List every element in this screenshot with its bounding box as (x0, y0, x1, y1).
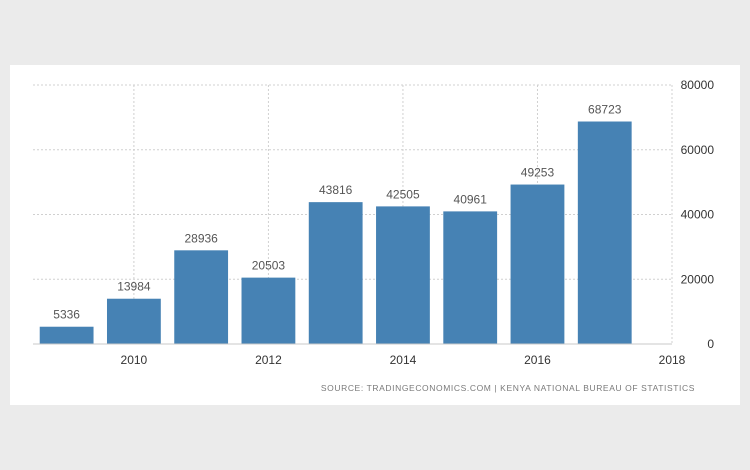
bar-value-label: 5336 (53, 308, 80, 322)
bar (39, 326, 94, 344)
source-note: SOURCE: TRADINGECONOMICS.COM | KENYA NAT… (320, 383, 695, 393)
x-tick-label: 2016 (524, 353, 551, 367)
bar (510, 184, 565, 344)
y-tick-label: 0 (707, 337, 714, 351)
bar-value-label: 20503 (252, 259, 286, 273)
y-tick-label: 80000 (681, 78, 715, 92)
bar-value-label: 42505 (386, 187, 420, 201)
bar (174, 250, 229, 344)
chart-card: 0 20000 40000 60000 80000 2010 2012 2014 2016 201… (10, 65, 740, 405)
x-tick-label: 2012 (255, 353, 282, 367)
bar-value-label: 49253 (521, 166, 555, 180)
bar (577, 121, 632, 344)
y-tick-label: 20000 (681, 272, 715, 286)
y-tick-label: 40000 (681, 208, 715, 222)
x-tick-label: 2010 (121, 353, 148, 367)
y-tick-label: 60000 (681, 143, 715, 157)
bar (443, 211, 498, 344)
bar (106, 298, 161, 344)
bar-value-label: 43816 (319, 183, 353, 197)
bar-value-label: 13984 (117, 280, 151, 294)
x-tick-label: 2014 (390, 353, 417, 367)
bar-value-label: 68723 (588, 103, 622, 117)
bar-value-label: 40961 (454, 192, 488, 206)
bar-chart: 0 20000 40000 60000 80000 2010 2012 2014 2016 201… (33, 78, 715, 367)
bar-value-label: 28936 (184, 231, 218, 245)
bar (241, 277, 296, 344)
bar (376, 206, 430, 344)
bar (308, 202, 363, 344)
x-tick-label: 2018 (659, 353, 686, 367)
